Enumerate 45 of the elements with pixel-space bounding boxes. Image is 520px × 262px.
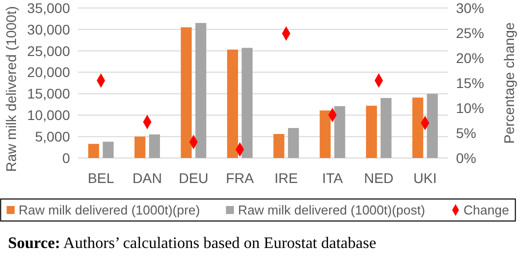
legend-label: Raw milk delivered (1000t)(post) bbox=[238, 202, 426, 218]
legend-label: Change bbox=[464, 202, 510, 218]
x-tick-label: IRE bbox=[274, 170, 298, 186]
bar bbox=[426, 94, 438, 158]
y-tick-label: 5,000 bbox=[34, 128, 70, 144]
bar bbox=[366, 106, 377, 158]
bar bbox=[412, 98, 424, 158]
y2-tick-label: 15% bbox=[456, 74, 484, 91]
y2-tick-label: 10% bbox=[456, 100, 484, 116]
x-tick-label: FRA bbox=[226, 170, 255, 186]
x-tick-label: DAN bbox=[132, 170, 162, 186]
x-tick-label: ITA bbox=[322, 170, 344, 186]
bar bbox=[334, 106, 346, 158]
y-tick-label: 10,000 bbox=[27, 107, 70, 124]
legend-label: Raw milk delivered (1000t)(pre) bbox=[18, 202, 200, 218]
bar bbox=[242, 48, 253, 158]
x-tick-label: DEU bbox=[178, 170, 208, 186]
y-axis-title: Raw milk delivered (1000t) bbox=[3, 6, 19, 172]
y2-tick-label: 20% bbox=[456, 50, 484, 66]
bar bbox=[102, 142, 114, 158]
bar bbox=[227, 50, 238, 158]
bar bbox=[380, 98, 392, 158]
y-tick-label: 0 bbox=[62, 150, 70, 166]
y-tick-label: 20,000 bbox=[27, 64, 70, 80]
y2-axis-title: Percentage change bbox=[501, 22, 517, 144]
y-tick-label: 25,000 bbox=[27, 42, 70, 59]
bar bbox=[273, 134, 284, 158]
y-tick-label: 35,000 bbox=[27, 0, 70, 16]
bar bbox=[288, 128, 299, 158]
bar bbox=[149, 134, 160, 158]
x-tick-label: NED bbox=[364, 170, 394, 186]
bar bbox=[180, 27, 192, 158]
y2-tick-label: 5% bbox=[456, 124, 476, 141]
y-tick-label: 30,000 bbox=[27, 21, 70, 38]
y2-tick-label: 30% bbox=[456, 0, 484, 16]
bar bbox=[195, 23, 206, 158]
y2-tick-label: 25% bbox=[456, 24, 484, 41]
bar bbox=[320, 110, 331, 158]
x-tick-label: BEL bbox=[88, 170, 114, 186]
bar bbox=[88, 144, 100, 158]
source-note: Source: Authors’ calculations based on Eurostat database bbox=[8, 235, 376, 252]
y2-tick-label: 0% bbox=[456, 150, 476, 166]
y-tick-label: 15,000 bbox=[27, 86, 70, 102]
bar bbox=[134, 136, 146, 158]
x-tick-label: UKI bbox=[413, 170, 437, 186]
